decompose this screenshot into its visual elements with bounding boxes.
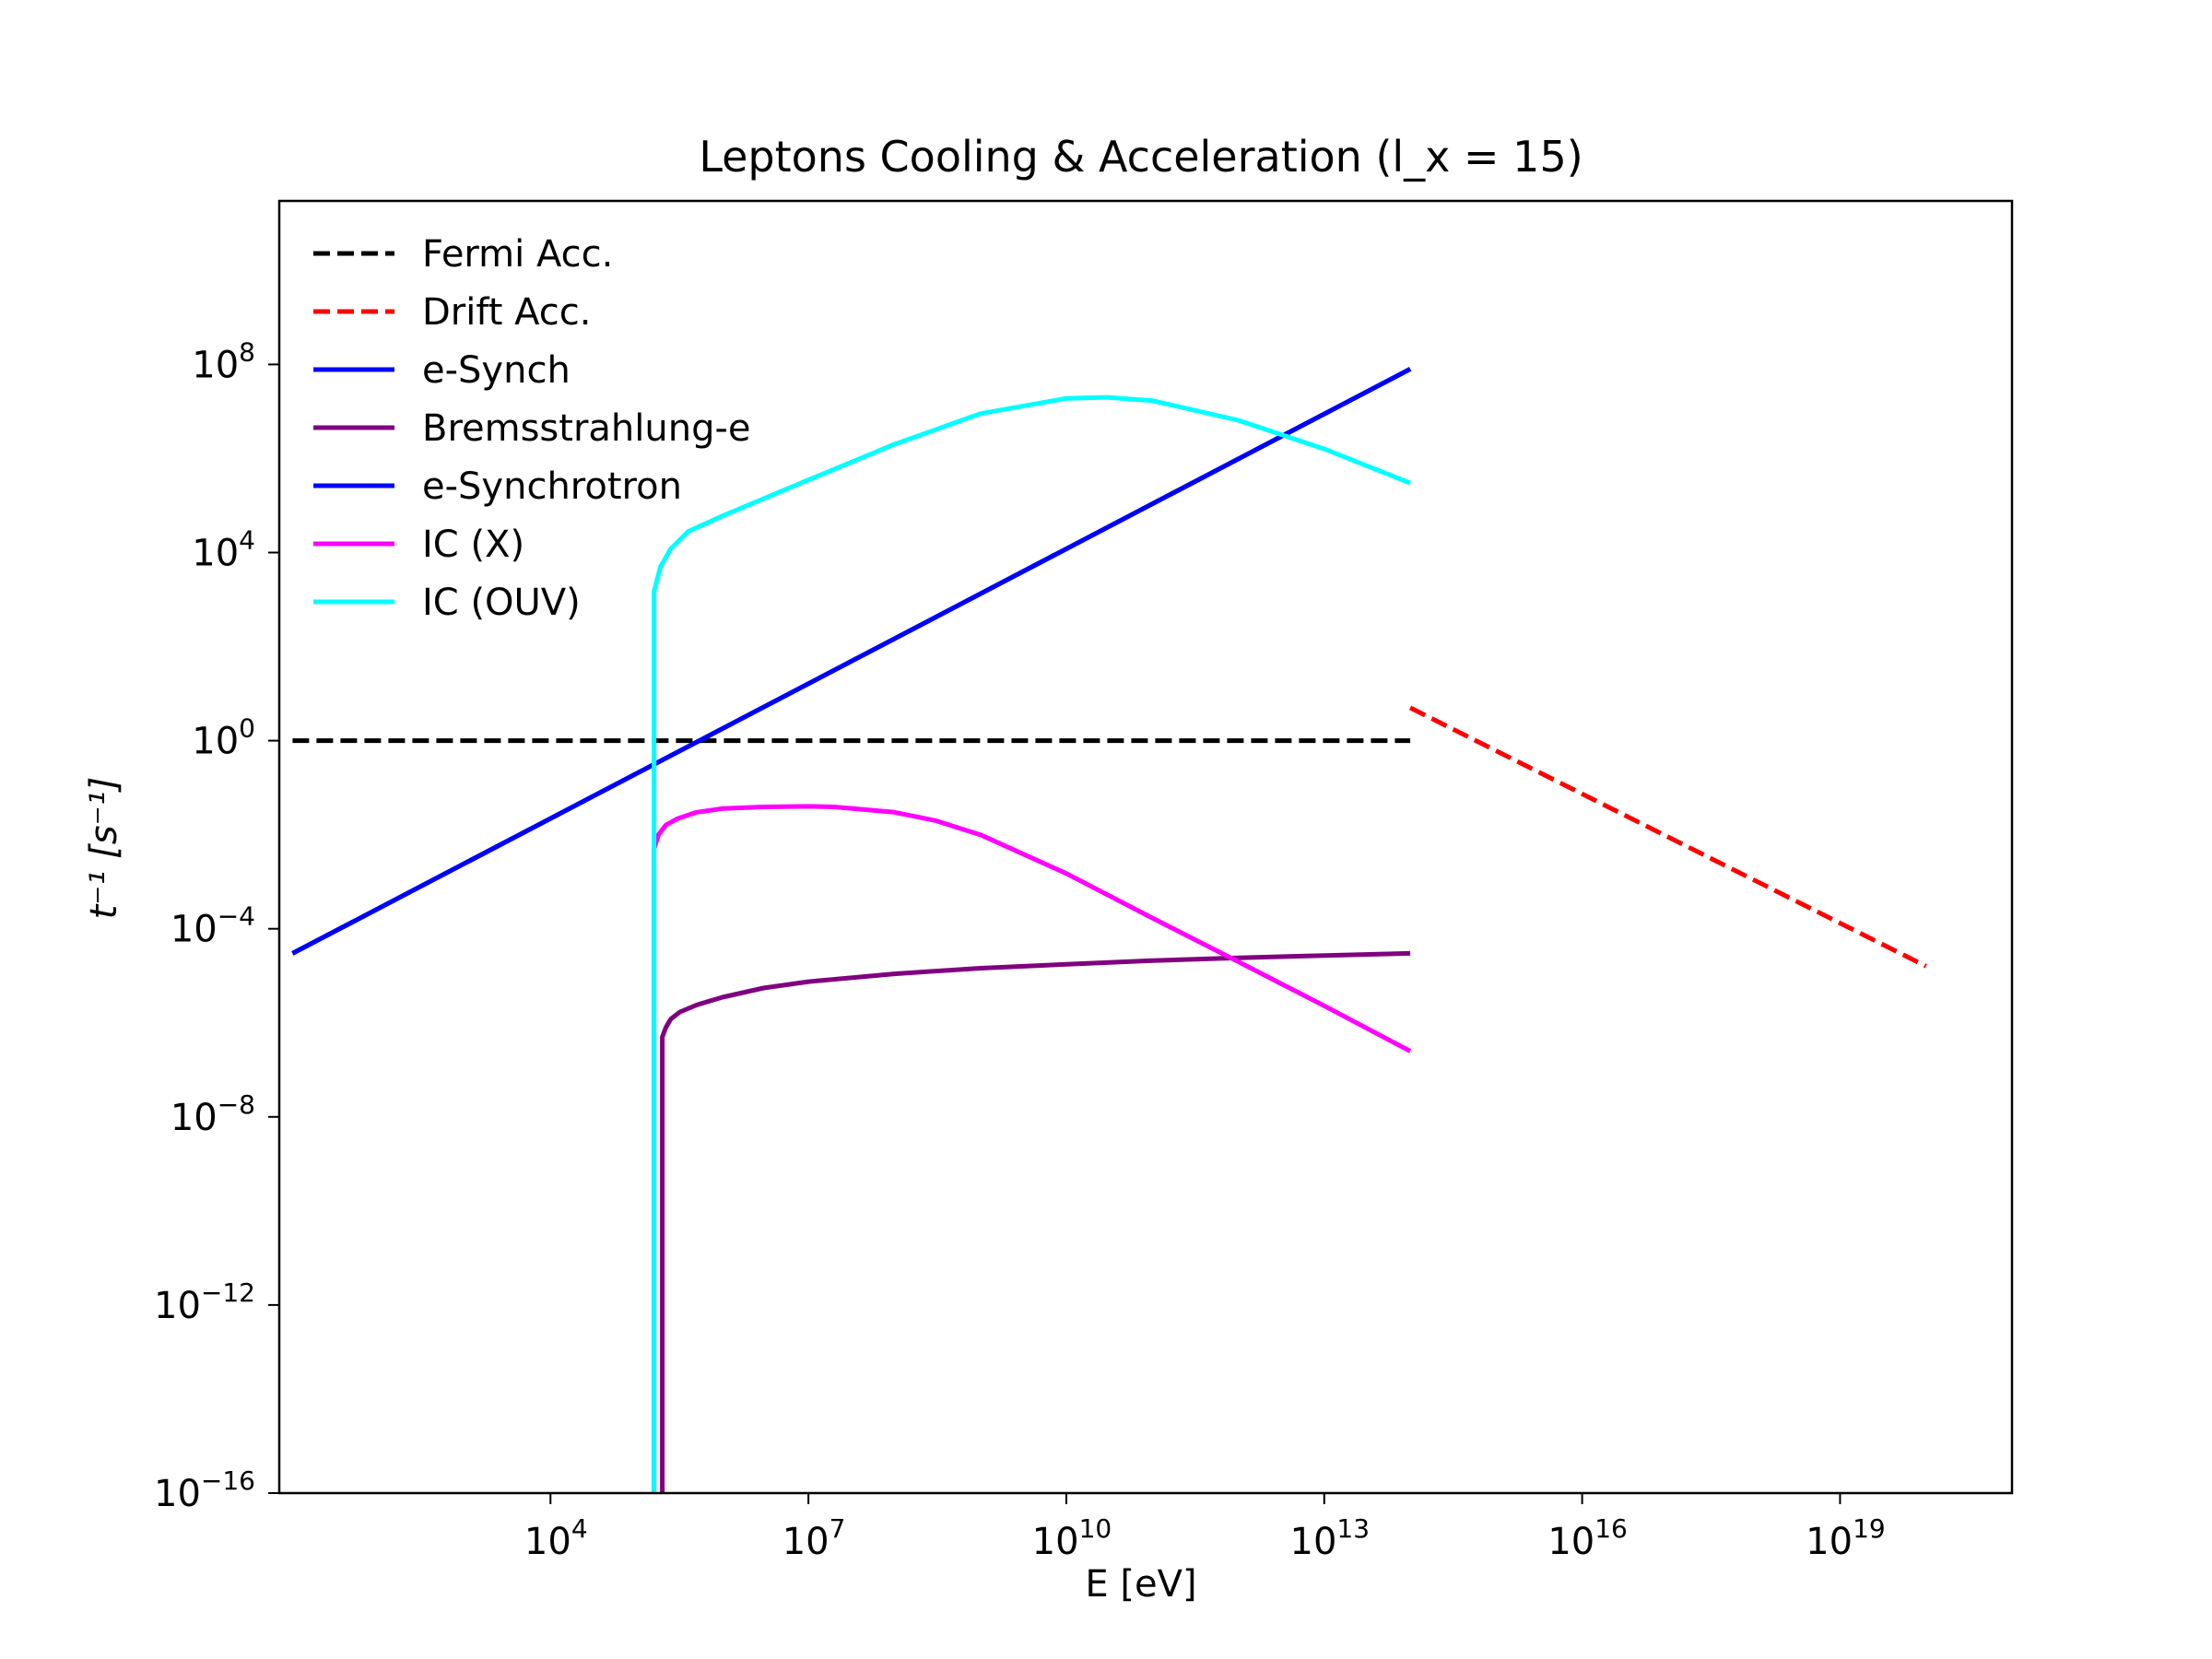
- chart-title: Leptons Cooling & Acceleration (l_x = 15…: [699, 132, 1583, 182]
- x-tick-label: 1016: [1547, 1513, 1628, 1563]
- y-tick-label: 10−8: [171, 1089, 255, 1139]
- x-tick-label: 104: [524, 1513, 588, 1563]
- legend-label: Drift Acc.: [422, 291, 592, 334]
- x-tick-label: 1013: [1290, 1513, 1371, 1563]
- x-tick-label: 1019: [1806, 1513, 1886, 1563]
- legend-label: IC (X): [422, 524, 524, 566]
- legend-label: Fermi Acc.: [422, 233, 613, 276]
- legend-label: e-Synch: [422, 349, 571, 392]
- series-line-6: [652, 394, 1412, 1493]
- series-line-4: [291, 367, 1412, 956]
- legend-label: e-Synchrotron: [422, 465, 682, 508]
- y-tick-label: 10−16: [154, 1465, 255, 1515]
- ticks: 104 107 1010 1013 1016 1019 10−16 10−12 10−8 10−4…: [154, 336, 1886, 1563]
- plot-lines: [291, 367, 1927, 1493]
- legend-label: IC (OUV): [422, 582, 581, 624]
- y-tick-label: 10−4: [171, 901, 255, 951]
- legend-label: Bremsstrahlung-e: [422, 407, 751, 450]
- x-tick-label: 1010: [1032, 1513, 1112, 1563]
- legend: Fermi Acc. Drift Acc. e-Synch Bremsstrahlun…: [313, 233, 751, 624]
- y-tick-label: 10−12: [154, 1277, 255, 1327]
- y-tick-label: 104: [192, 525, 255, 575]
- y-tick-label: 108: [192, 336, 255, 386]
- series-line-5: [652, 804, 1412, 1493]
- plot-frame: [277, 199, 2014, 1495]
- series-line-1: [1408, 705, 1927, 969]
- x-tick-label: 107: [782, 1513, 846, 1563]
- series-line-3: [660, 950, 1411, 1493]
- y-axis-label: t⁻¹ [s⁻¹]: [83, 777, 125, 920]
- x-axis-label: E [eV]: [1085, 1563, 1196, 1606]
- y-tick-label: 100: [192, 713, 255, 763]
